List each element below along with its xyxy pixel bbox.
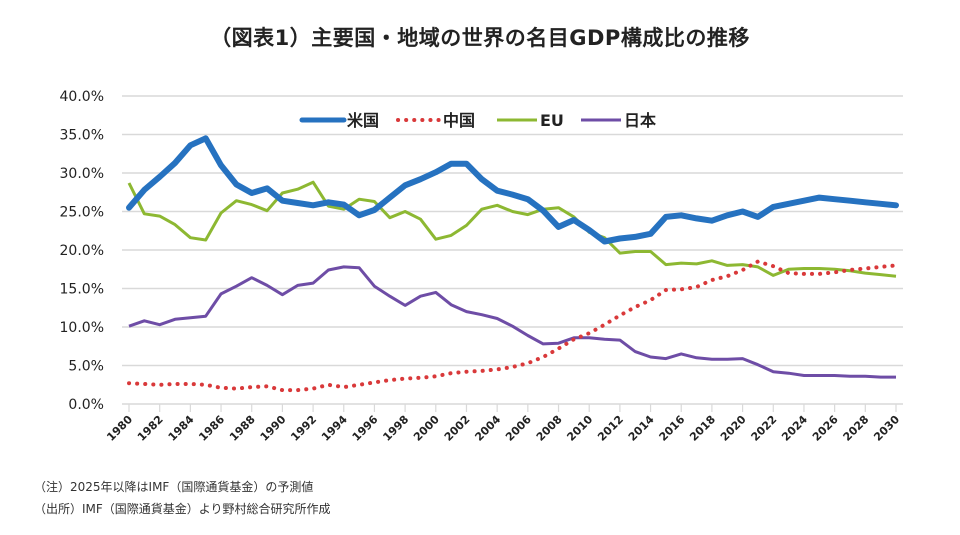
footnotes: （注）2025年以降はIMF（国際通貨基金）の予測値 （出所）IMF（国際通貨基… xyxy=(34,476,331,520)
y-tick-label: 10.0% xyxy=(60,320,104,336)
y-axis-ticks: 0.0% 5.0% 10.0% 15.0% 20.0% 25.0% 30.0% 35.0% 40… xyxy=(60,89,104,413)
y-tick-label: 25.0% xyxy=(60,205,104,221)
y-tick-label: 30.0% xyxy=(60,166,104,182)
series-lines xyxy=(126,135,899,393)
series-line-eu xyxy=(127,180,897,278)
note-source: （出所）IMF（国際通貨基金）より野村総合研究所作成 xyxy=(34,502,331,516)
x-tick-label: 1994 xyxy=(319,413,350,444)
chart-title: （図表1）主要国・地域の世界の名目GDP構成比の推移 xyxy=(210,26,750,50)
x-tick-label: 1980 xyxy=(104,413,135,444)
x-tick-label: 2018 xyxy=(687,413,718,444)
y-tick-label: 20.0% xyxy=(60,243,104,259)
y-tick-label: 40.0% xyxy=(60,89,104,105)
x-tick-label: 2004 xyxy=(472,413,503,444)
y-tick-label: 35.0% xyxy=(60,128,104,144)
x-tick-label: 1992 xyxy=(288,413,319,444)
x-tick-label: 2024 xyxy=(779,413,810,444)
legend: 米国 中国 EU 日本 xyxy=(299,111,656,130)
y-tick-label: 15.0% xyxy=(60,282,104,298)
x-tick-label: 2008 xyxy=(534,413,565,444)
gridlines xyxy=(122,95,903,405)
note-forecast: （注）2025年以降はIMF（国際通貨基金）の予測値 xyxy=(34,480,314,494)
x-tick-label: 1982 xyxy=(135,413,166,444)
x-tick-label: 1990 xyxy=(258,413,289,444)
x-tick-label: 2030 xyxy=(871,413,902,444)
x-tick-label: 2002 xyxy=(442,413,473,444)
x-tick-label: 1996 xyxy=(350,413,381,444)
x-tick-label: 2012 xyxy=(595,413,626,444)
legend-label-eu: EU xyxy=(540,111,564,130)
x-tick-label: 2006 xyxy=(503,413,534,444)
legend-label-china: 中国 xyxy=(443,111,475,130)
x-tick-label: 2026 xyxy=(810,413,841,444)
series-line-china xyxy=(127,259,898,393)
x-tick-label: 1998 xyxy=(380,413,411,444)
x-tick-label: 2010 xyxy=(564,413,595,444)
x-tick-label: 1988 xyxy=(227,413,258,444)
x-tick-label: 2014 xyxy=(626,413,657,444)
x-axis-ticks: 1980 1982 1984 1986 1988 1990 1992 1994 1996 1998… xyxy=(104,404,902,444)
x-tick-label: 1986 xyxy=(196,413,227,444)
legend-label-japan: 日本 xyxy=(624,111,656,130)
x-tick-label: 1984 xyxy=(166,413,197,444)
x-tick-label: 2016 xyxy=(657,413,688,444)
series-line-japan xyxy=(128,265,896,379)
legend-label-us: 米国 xyxy=(347,111,379,130)
x-tick-label: 2000 xyxy=(411,413,442,444)
series-line-us xyxy=(126,135,899,245)
y-tick-label: 0.0% xyxy=(68,397,104,413)
x-tick-label: 2020 xyxy=(718,413,749,444)
x-tick-label: 2022 xyxy=(749,413,780,444)
y-tick-label: 5.0% xyxy=(68,359,104,375)
x-tick-label: 2028 xyxy=(841,413,872,444)
